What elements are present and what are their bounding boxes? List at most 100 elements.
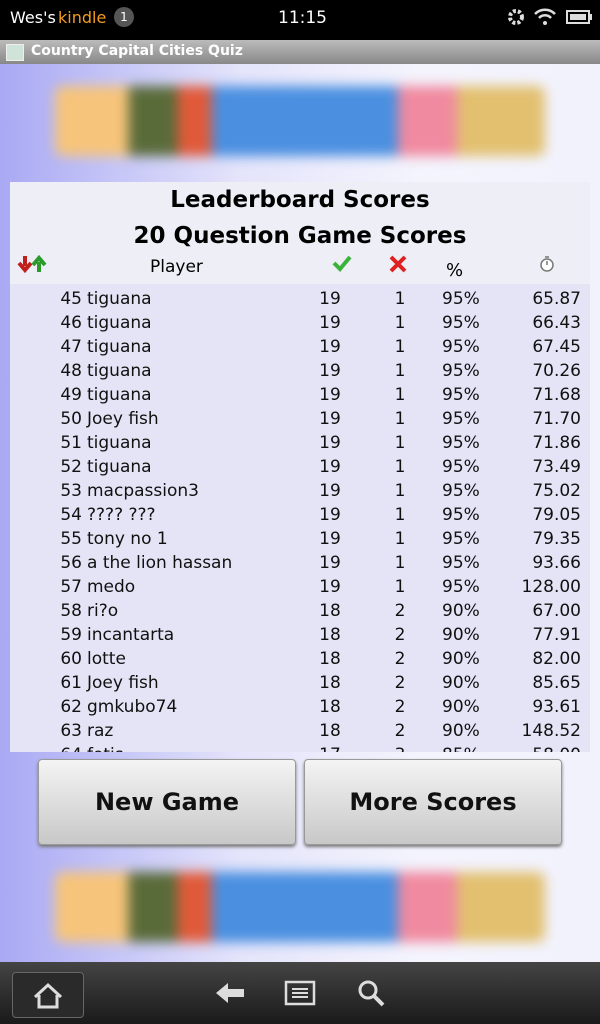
wrong: 1 xyxy=(394,505,406,525)
wrong: 1 xyxy=(394,481,406,501)
time: 71.70 xyxy=(532,409,581,429)
player: tiguana xyxy=(87,457,152,477)
rank: 52 xyxy=(60,457,82,477)
time: 79.05 xyxy=(532,505,581,525)
wrong: 2 xyxy=(394,649,406,669)
wrong: 1 xyxy=(394,313,406,333)
wrong: 2 xyxy=(394,721,406,741)
score-row: 50 Joey fish 19 1 95% 71.70 xyxy=(10,406,590,430)
correct: 19 xyxy=(319,577,341,597)
score-row: 45 tiguana 19 1 95% 65.87 xyxy=(10,286,590,310)
rank: 47 xyxy=(60,337,82,357)
owner: Wes's xyxy=(10,8,56,27)
wrong: 1 xyxy=(394,409,406,429)
time: 73.49 xyxy=(532,457,581,477)
wrong: 1 xyxy=(394,337,406,357)
player: tiguana xyxy=(87,313,152,333)
rank: 53 xyxy=(60,481,82,501)
rank: 51 xyxy=(60,433,82,453)
rank: 45 xyxy=(60,289,82,309)
new-game-button[interactable]: New Game xyxy=(38,759,296,845)
score-row: 49 tiguana 19 1 95% 71.68 xyxy=(10,382,590,406)
correct: 19 xyxy=(319,481,341,501)
ad-banner[interactable] xyxy=(55,86,545,156)
percent: 95% xyxy=(442,289,480,309)
correct: 18 xyxy=(319,721,341,741)
rank: 56 xyxy=(60,553,82,573)
menu-button[interactable] xyxy=(284,980,316,1008)
score-row: 64 fotis 17 3 85% 58.00 xyxy=(10,742,590,752)
status-icons xyxy=(508,8,592,25)
rank: 55 xyxy=(60,529,82,549)
time: 77.91 xyxy=(532,625,581,645)
score-row: 58 ri?o 18 2 90% 67.00 xyxy=(10,598,590,622)
sort-icon[interactable] xyxy=(16,254,50,274)
wrong: 1 xyxy=(394,577,406,597)
correct: 19 xyxy=(319,553,341,573)
percent: 95% xyxy=(442,385,480,405)
time: 82.00 xyxy=(532,649,581,669)
correct: 19 xyxy=(319,385,341,405)
app-bar: Country Capital Cities Quiz xyxy=(0,40,600,64)
player: tiguana xyxy=(87,385,152,405)
percent: 90% xyxy=(442,625,480,645)
correct: 19 xyxy=(319,433,341,453)
percent: 90% xyxy=(442,697,480,717)
time: 79.35 xyxy=(532,529,581,549)
percent: 95% xyxy=(442,361,480,381)
score-row: 46 tiguana 19 1 95% 66.43 xyxy=(10,310,590,334)
wrong-icon xyxy=(389,255,407,273)
score-row: 56 a the lion hassan 19 1 95% 93.66 xyxy=(10,550,590,574)
ad-banner[interactable] xyxy=(55,872,545,942)
score-row: 60 lotte 18 2 90% 82.00 xyxy=(10,646,590,670)
device: kindle xyxy=(58,8,107,27)
wrong: 1 xyxy=(394,361,406,381)
status-bar: Wes's kindle 1 11:15 xyxy=(0,0,600,40)
player: Joey fish xyxy=(87,673,159,693)
correct: 18 xyxy=(319,625,341,645)
percent: 95% xyxy=(442,481,480,501)
wrong: 1 xyxy=(394,289,406,309)
rank: 60 xyxy=(60,649,82,669)
back-button[interactable] xyxy=(212,978,248,1008)
correct: 18 xyxy=(319,697,341,717)
score-row: 52 tiguana 19 1 95% 73.49 xyxy=(10,454,590,478)
leaderboard: Leaderboard Scores 20 Question Game Scor… xyxy=(10,182,590,752)
rank: 57 xyxy=(60,577,82,597)
rank: 48 xyxy=(60,361,82,381)
correct-icon xyxy=(332,255,352,272)
player: gmkubo74 xyxy=(87,697,178,717)
score-row: 62 gmkubo74 18 2 90% 93.61 xyxy=(10,694,590,718)
percent-header: % xyxy=(446,260,464,281)
rank: 59 xyxy=(60,625,82,645)
home-button[interactable] xyxy=(12,972,84,1018)
player: fotis xyxy=(87,745,124,752)
player: macpassion3 xyxy=(87,481,199,501)
time: 70.26 xyxy=(532,361,581,381)
player: tiguana xyxy=(87,433,152,453)
time: 67.00 xyxy=(532,601,581,621)
time: 93.61 xyxy=(532,697,581,717)
correct: 19 xyxy=(319,289,341,309)
correct: 18 xyxy=(319,673,341,693)
rank: 58 xyxy=(60,601,82,621)
more-scores-button[interactable]: More Scores xyxy=(304,759,562,845)
search-button[interactable] xyxy=(356,978,386,1008)
player-header: Player xyxy=(150,257,203,277)
time-icon xyxy=(540,256,554,272)
time: 128.00 xyxy=(521,577,581,597)
rank: 63 xyxy=(60,721,82,741)
correct: 19 xyxy=(319,529,341,549)
wrong: 2 xyxy=(394,697,406,717)
score-row: 63 raz 18 2 90% 148.52 xyxy=(10,718,590,742)
notification-count[interactable]: 1 xyxy=(114,7,134,27)
correct: 19 xyxy=(319,361,341,381)
correct: 18 xyxy=(319,649,341,669)
rank: 64 xyxy=(60,745,82,752)
wrong: 2 xyxy=(394,625,406,645)
player: ???? ??? xyxy=(87,505,156,525)
correct: 19 xyxy=(319,409,341,429)
player: tony no 1 xyxy=(87,529,168,549)
rank: 50 xyxy=(60,409,82,429)
app-title: Country Capital Cities Quiz xyxy=(31,43,243,59)
